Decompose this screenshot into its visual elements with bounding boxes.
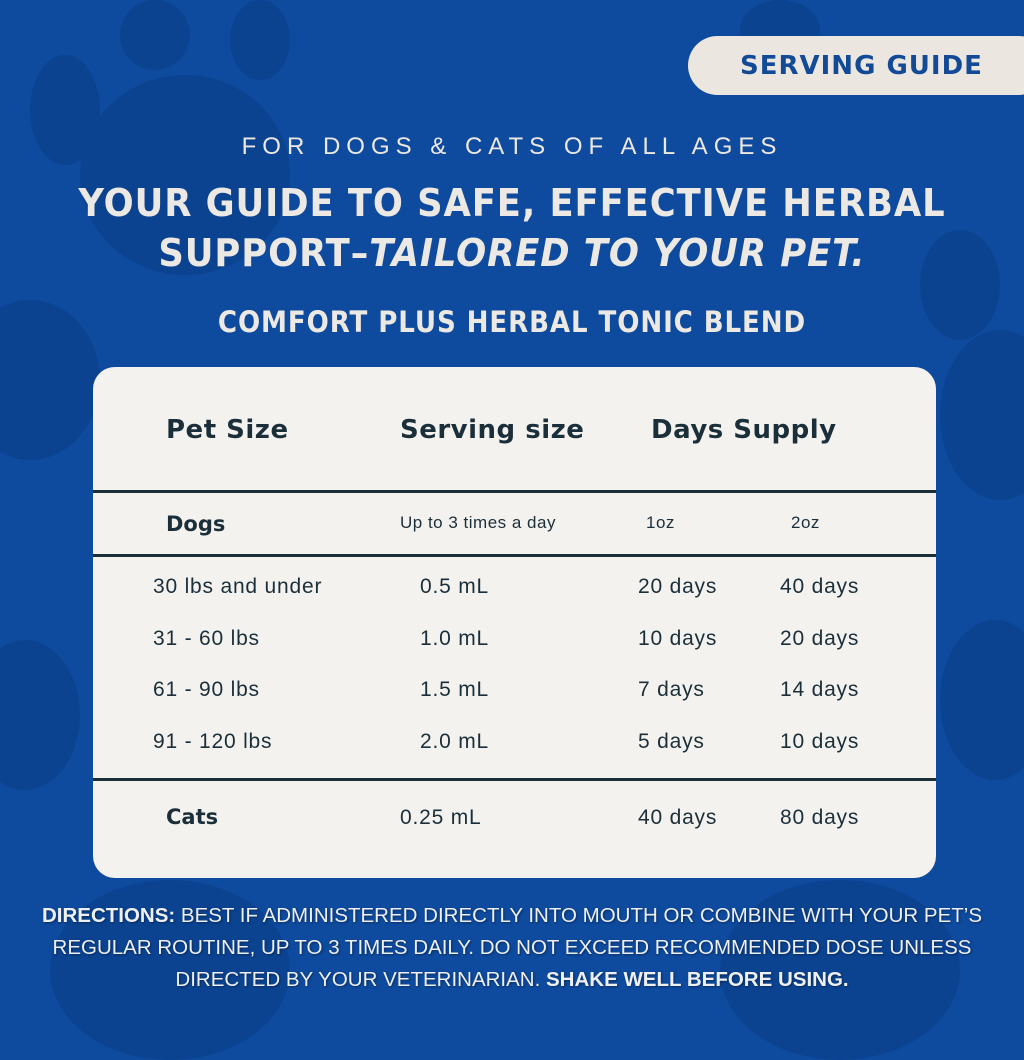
row-weight: 61 - 90 lbs — [153, 678, 260, 701]
row-days-1oz: 10 days — [638, 626, 718, 650]
header-days-supply: Days Supply — [651, 415, 837, 445]
directions-body: BEST IF ADMINISTERED DIRECTLY INTO MOUTH… — [52, 904, 983, 991]
directions: DIRECTIONS: BEST IF ADMINISTERED DIRECTL… — [0, 900, 1024, 996]
cats-1oz-days: 40 days — [638, 806, 718, 829]
cats-2oz-days: 80 days — [780, 806, 860, 829]
cats-serving: 0.25 mL — [400, 806, 482, 829]
row-serving: 1.5 mL — [420, 678, 489, 701]
dogs-label: Dogs — [166, 512, 226, 536]
headline-italic: TAILORED TO YOUR PET. — [369, 231, 866, 275]
row-serving: 2.0 mL — [420, 729, 489, 753]
paw-icon — [940, 620, 1024, 780]
directions-label: DIRECTIONS: — [41, 904, 176, 927]
paw-icon — [80, 75, 290, 275]
header-serving-size: Serving size — [400, 415, 585, 445]
cats-label: Cats — [166, 805, 219, 829]
headline-line-1: YOUR GUIDE TO SAFE, EFFECTIVE HERBAL — [78, 181, 946, 225]
paw-icon — [0, 640, 80, 790]
headline-plain: SUPPORT– — [158, 231, 370, 275]
row-weight: 30 lbs and under — [153, 575, 323, 598]
header-pet-size: Pet Size — [166, 415, 289, 445]
paw-icon — [940, 330, 1024, 500]
paw-icon — [230, 0, 290, 80]
dogs-frequency: Up to 3 times a day — [400, 513, 556, 532]
row-serving: 0.5 mL — [420, 575, 489, 598]
divider — [93, 554, 936, 557]
directions-emphasis: SHAKE WELL BEFORE USING. — [546, 968, 849, 991]
row-weight: 31 - 60 lbs — [153, 626, 260, 650]
headline: YOUR GUIDE TO SAFE, EFFECTIVE HERBAL SUP… — [36, 178, 988, 278]
serving-guide-badge: SERVING GUIDE — [688, 36, 1024, 95]
row-days-1oz: 5 days — [638, 729, 705, 753]
row-days-2oz: 10 days — [780, 729, 860, 753]
row-days-1oz: 7 days — [638, 678, 705, 701]
subtitle: FOR DOGS & CATS OF ALL AGES — [241, 133, 783, 160]
paw-icon — [920, 230, 1000, 340]
divider — [93, 778, 936, 781]
paw-icon — [120, 0, 190, 70]
row-serving: 1.0 mL — [420, 626, 489, 650]
row-days-2oz: 20 days — [780, 626, 860, 650]
size-2oz: 2oz — [791, 513, 820, 532]
product-name: COMFORT PLUS HERBAL TONIC BLEND — [217, 305, 807, 339]
row-days-2oz: 14 days — [780, 678, 860, 701]
serving-table: Pet Size Serving size Days Supply Dogs U… — [93, 367, 936, 878]
row-weight: 91 - 120 lbs — [153, 729, 273, 753]
size-1oz: 1oz — [646, 513, 675, 532]
divider — [93, 490, 936, 493]
row-days-2oz: 40 days — [780, 575, 860, 598]
row-days-1oz: 20 days — [638, 575, 718, 598]
headline-line-2: SUPPORT–TAILORED TO YOUR PET. — [36, 228, 988, 278]
